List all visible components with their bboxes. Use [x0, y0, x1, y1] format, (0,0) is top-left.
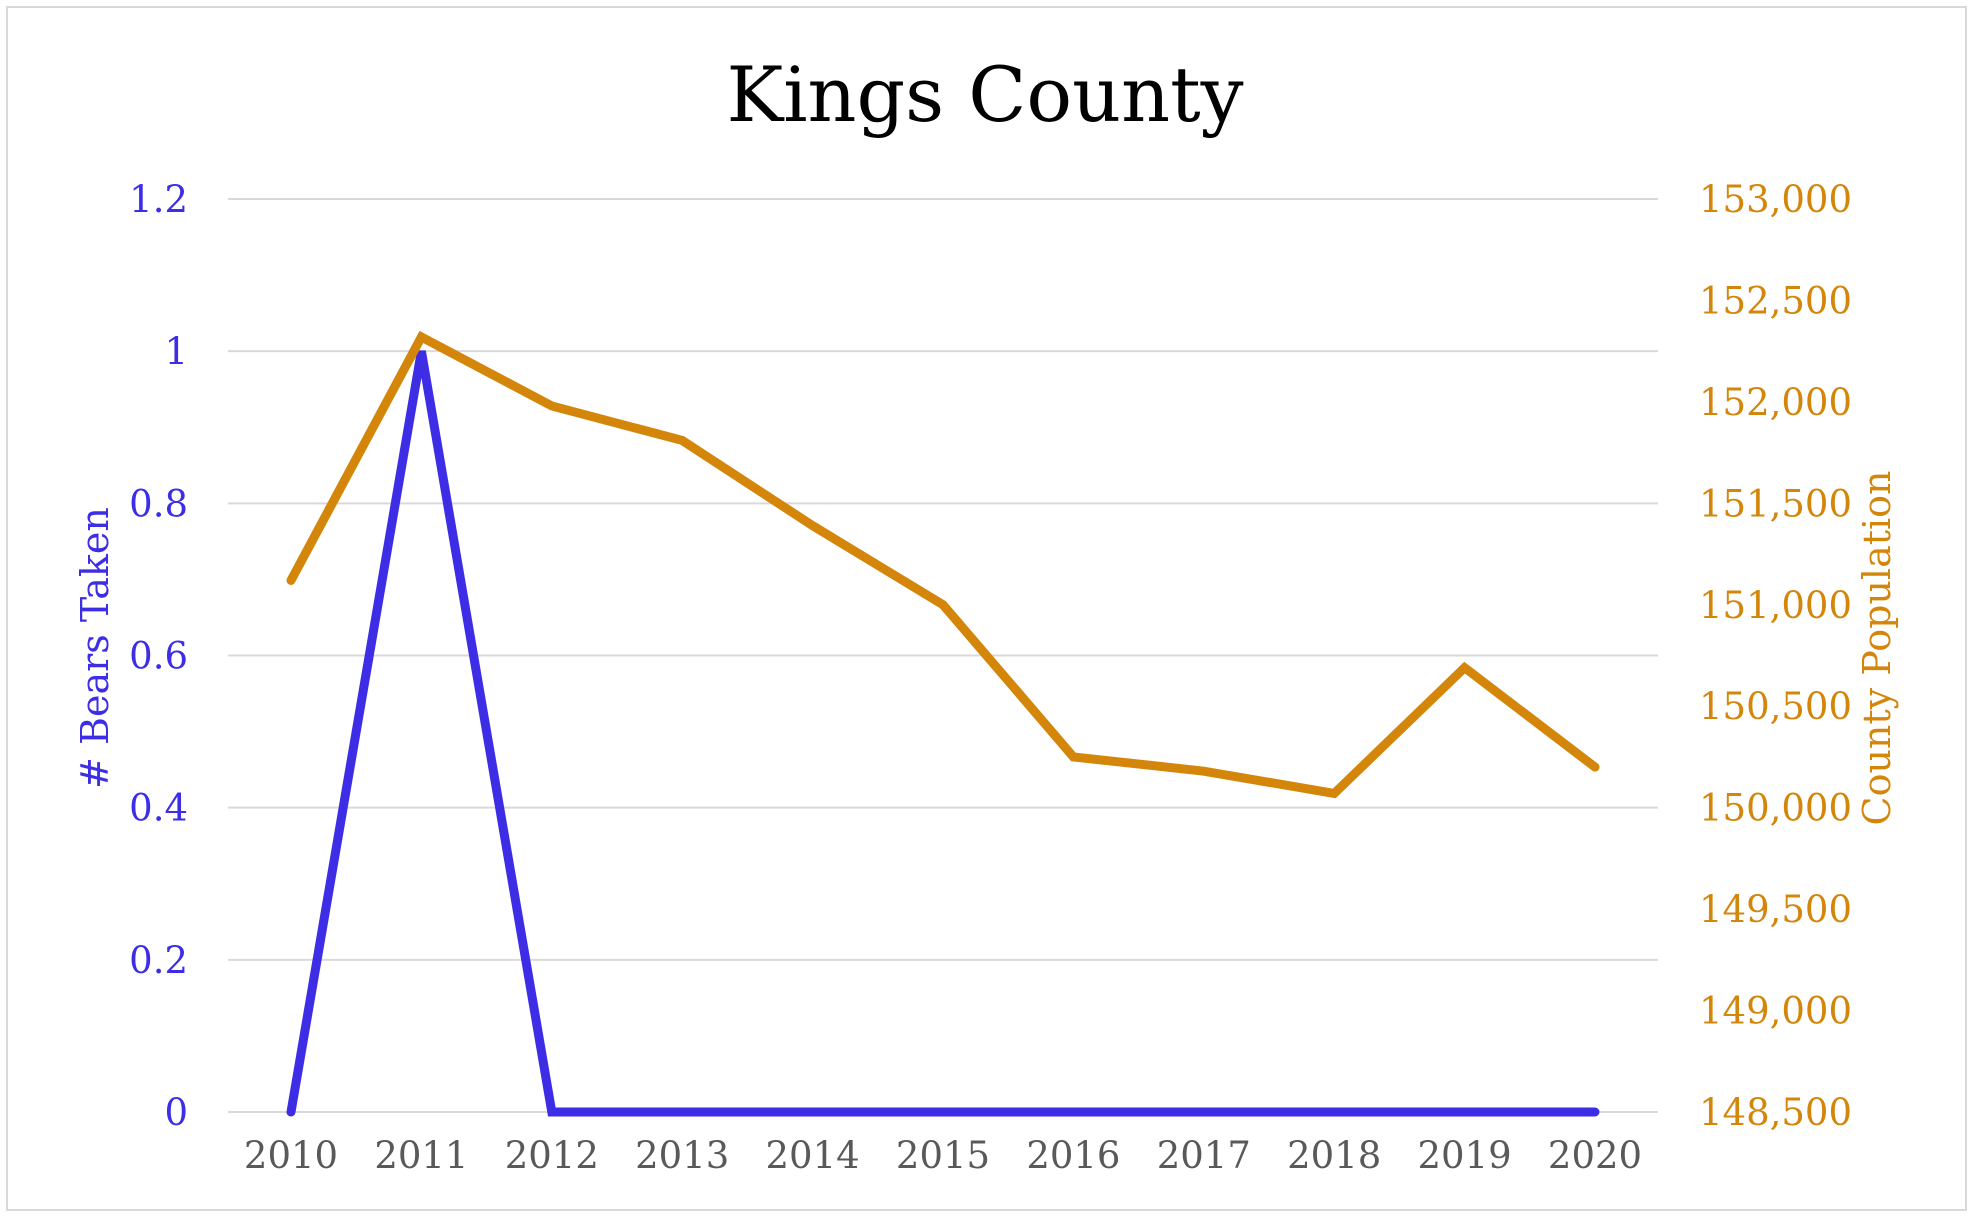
data-point-bears — [812, 1111, 814, 1113]
x-tick-label: 2019 — [1418, 1134, 1512, 1177]
data-point-bears — [1203, 1111, 1205, 1113]
right-tick-label: 150,000 — [1699, 787, 1852, 830]
x-tick-label: 2012 — [505, 1134, 599, 1177]
x-axis-ticks: 2010 2011 2012 2013 2014 2015 2016 2017 2018 2019… — [244, 1134, 1642, 1177]
data-point-bears — [942, 1111, 944, 1113]
data-point-population — [551, 405, 553, 407]
data-point-bears — [551, 1111, 553, 1113]
right-tick-label: 153,000 — [1699, 178, 1852, 221]
data-point-population — [1333, 792, 1335, 794]
right-tick-label: 149,000 — [1699, 990, 1852, 1033]
left-tick-label: 0.4 — [129, 787, 188, 830]
left-axis-title: # Bears Taken — [73, 507, 117, 789]
data-point-population — [1594, 766, 1596, 768]
x-tick-label: 2018 — [1287, 1134, 1381, 1177]
left-tick-label: 0.6 — [129, 635, 188, 678]
data-point-population — [1464, 667, 1466, 669]
data-point-bears — [1333, 1111, 1335, 1113]
right-tick-label: 151,500 — [1699, 482, 1852, 525]
left-tick-label: 0.2 — [129, 939, 188, 982]
right-tick-label: 151,000 — [1699, 584, 1852, 627]
chart-title: Kings County — [726, 50, 1243, 139]
data-point-population — [681, 439, 683, 441]
x-tick-label: 2016 — [1026, 1134, 1120, 1177]
x-tick-label: 2013 — [635, 1134, 729, 1177]
right-axis-title: County Population — [1855, 470, 1899, 825]
x-tick-label: 2011 — [374, 1134, 468, 1177]
x-tick-label: 2020 — [1548, 1134, 1642, 1177]
data-point-population — [290, 579, 292, 581]
gridlines — [228, 198, 1658, 1113]
data-point-bears — [290, 1111, 292, 1113]
left-tick-label: 1 — [164, 330, 188, 373]
series-layer — [286, 330, 1600, 1117]
data-point-population — [812, 525, 814, 527]
data-point-population — [1203, 770, 1205, 772]
right-tick-label: 150,500 — [1699, 685, 1852, 728]
left-tick-label: 0 — [164, 1091, 188, 1134]
data-point-population — [1072, 756, 1074, 758]
left-tick-label: 0.8 — [129, 482, 188, 525]
data-point-bears — [1594, 1111, 1596, 1113]
x-tick-label: 2017 — [1157, 1134, 1251, 1177]
data-point-bears — [1072, 1111, 1074, 1113]
x-tick-label: 2014 — [766, 1134, 860, 1177]
data-point-population — [942, 604, 944, 606]
right-tick-label: 152,500 — [1699, 279, 1852, 322]
x-tick-label: 2010 — [244, 1134, 338, 1177]
left-tick-label: 1.2 — [129, 178, 188, 221]
data-point-bears — [681, 1111, 683, 1113]
line-chart: Kings County 00.20.40.60.811.2 148,50014… — [73, 50, 1899, 1177]
left-axis-ticks: 0 0.2 0.4 0.6 0.8 1 1.2 — [129, 178, 188, 1134]
data-point-population — [420, 336, 422, 338]
data-point-bears — [420, 350, 422, 352]
chart-frame: Kings County 0 0.2 0.4 0.6 0.8 1 1.2 148,500 14… — [6, 6, 1967, 1211]
right-axis-ticks: 148,500 149,000 149,500 150,000 150,500 151,0… — [1699, 178, 1852, 1134]
right-tick-label: 149,500 — [1699, 888, 1852, 931]
data-point-bears — [1464, 1111, 1466, 1113]
x-tick-label: 2015 — [896, 1134, 990, 1177]
right-tick-label: 152,000 — [1699, 381, 1852, 424]
right-tick-label: 148,500 — [1699, 1091, 1852, 1134]
